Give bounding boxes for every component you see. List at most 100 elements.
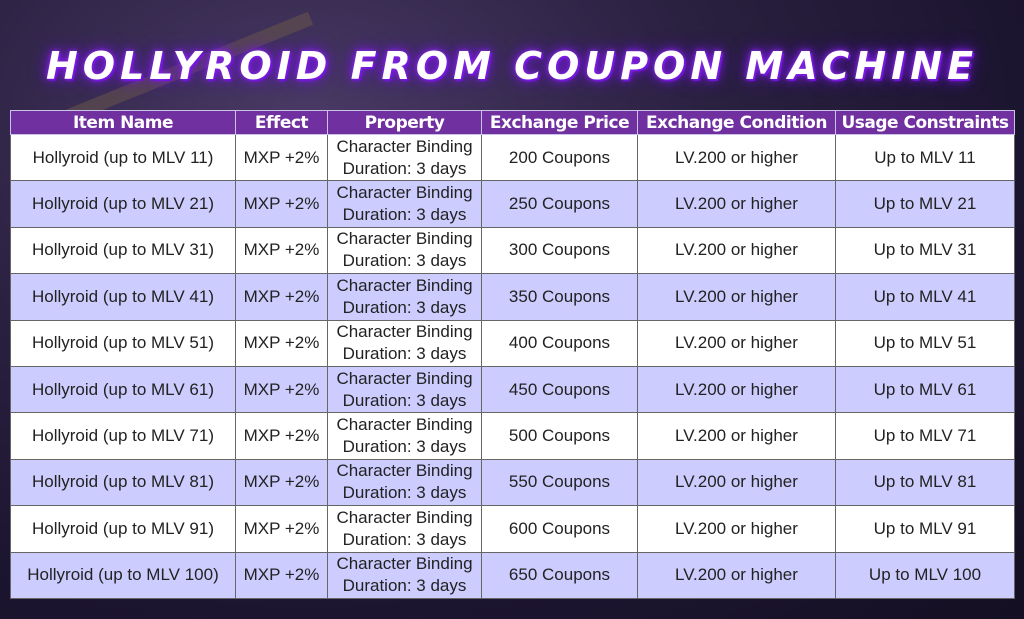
table-row: Hollyroid (up to MLV 41) MXP +2% Character… (10, 273, 1015, 321)
cell-exchange-price: 600 Coupons (481, 505, 638, 553)
cell-usage-constraints: Up to MLV 81 (835, 458, 1015, 507)
cell-effect: MXP +2% (235, 365, 328, 414)
cell-text: Hollyroid (up to MLV 21) (31, 194, 215, 214)
cell-text: LV.200 or higher (675, 565, 798, 585)
cell-text: MXP +2% (243, 286, 320, 306)
cell-property: Character Binding Duration: 3 days (327, 551, 482, 599)
cell-text: Hollyroid (up to MLV 41) (31, 286, 215, 306)
table-row: Hollyroid (up to MLV 51) MXP +2% Character… (10, 319, 1015, 367)
cell-text: 400 Coupons (508, 333, 611, 353)
cell-text: Up to MLV 81 (873, 472, 977, 492)
cell-text: Hollyroid (up to MLV 31) (31, 240, 215, 260)
binding-text: Character Binding (336, 415, 473, 435)
cell-usage-constraints: Up to MLV 41 (835, 273, 1015, 321)
column-header-usage-constraints: Usage Constraints (835, 110, 1015, 135)
cell-exchange-price: 450 Coupons (481, 365, 638, 414)
table-row: Hollyroid (up to MLV 71) MXP +2% Character… (10, 412, 1015, 460)
duration-text: Duration: 3 days (342, 158, 467, 178)
page-title: HOLLYROID FROM COUPON MACHINE (45, 44, 979, 88)
binding-text: Character Binding (336, 507, 473, 527)
cell-exchange-condition: LV.200 or higher (637, 319, 836, 367)
cell-item-name: Hollyroid (up to MLV 91) (10, 505, 236, 553)
cell-item-name: Hollyroid (up to MLV 21) (10, 180, 236, 228)
hollyroid-table: Item Name Effect Property Exchange Price Exc… (10, 110, 1015, 599)
cell-effect: MXP +2% (235, 133, 328, 182)
cell-effect: MXP +2% (235, 458, 328, 507)
duration-text: Duration: 3 days (342, 205, 467, 225)
cell-exchange-price: 350 Coupons (481, 273, 638, 321)
binding-text: Character Binding (336, 275, 473, 295)
cell-text: MXP +2% (243, 518, 320, 538)
cell-effect: MXP +2% (235, 412, 328, 460)
cell-text: LV.200 or higher (675, 286, 798, 306)
cell-text: Hollyroid (up to MLV 51) (31, 333, 215, 353)
cell-property: Character Binding Duration: 3 days (327, 458, 482, 507)
cell-usage-constraints: Up to MLV 51 (835, 319, 1015, 367)
cell-text: MXP +2% (243, 426, 320, 446)
cell-text: Up to MLV 71 (873, 426, 977, 446)
column-header-effect: Effect (235, 110, 328, 135)
cell-item-name: Hollyroid (up to MLV 71) (10, 412, 236, 460)
cell-usage-constraints: Up to MLV 71 (835, 412, 1015, 460)
cell-text: Hollyroid (up to MLV 91) (31, 518, 215, 538)
cell-text: LV.200 or higher (675, 240, 798, 260)
cell-item-name: Hollyroid (up to MLV 81) (10, 458, 236, 507)
cell-exchange-condition: LV.200 or higher (637, 551, 836, 599)
cell-exchange-price: 300 Coupons (481, 226, 638, 275)
cell-text: MXP +2% (243, 379, 320, 399)
cell-text: 500 Coupons (508, 426, 611, 446)
cell-exchange-price: 650 Coupons (481, 551, 638, 599)
cell-text: Hollyroid (up to MLV 100) (27, 565, 219, 585)
cell-property: Character Binding Duration: 3 days (327, 319, 482, 367)
cell-effect: MXP +2% (235, 505, 328, 553)
cell-exchange-condition: LV.200 or higher (637, 133, 836, 182)
cell-property: Character Binding Duration: 3 days (327, 226, 482, 275)
cell-text: LV.200 or higher (675, 472, 798, 492)
cell-text: Up to MLV 51 (873, 333, 977, 353)
cell-exchange-condition: LV.200 or higher (637, 226, 836, 275)
column-header-exchange-price: Exchange Price (481, 110, 638, 135)
cell-text: 600 Coupons (508, 518, 611, 538)
cell-text: Up to MLV 41 (873, 286, 977, 306)
cell-text: Up to MLV 21 (873, 194, 977, 214)
binding-text: Character Binding (336, 461, 473, 481)
table-row: Hollyroid (up to MLV 81) MXP +2% Character… (10, 458, 1015, 507)
cell-text: Up to MLV 100 (868, 565, 982, 585)
binding-text: Character Binding (336, 368, 473, 388)
cell-property: Character Binding Duration: 3 days (327, 133, 482, 182)
cell-text: LV.200 or higher (675, 333, 798, 353)
binding-text: Character Binding (336, 322, 473, 342)
cell-effect: MXP +2% (235, 226, 328, 275)
cell-text: LV.200 or higher (675, 379, 798, 399)
cell-exchange-price: 400 Coupons (481, 319, 638, 367)
cell-exchange-price: 550 Coupons (481, 458, 638, 507)
cell-exchange-condition: LV.200 or higher (637, 180, 836, 228)
cell-text: Hollyroid (up to MLV 61) (31, 379, 215, 399)
duration-text: Duration: 3 days (342, 297, 467, 317)
cell-text: LV.200 or higher (675, 426, 798, 446)
table-row: Hollyroid (up to MLV 100) MXP +2% Characte… (10, 551, 1015, 599)
cell-text: Up to MLV 31 (873, 240, 977, 260)
cell-effect: MXP +2% (235, 319, 328, 367)
cell-usage-constraints: Up to MLV 11 (835, 133, 1015, 182)
cell-text: LV.200 or higher (675, 194, 798, 214)
cell-text: Hollyroid (up to MLV 71) (31, 426, 215, 446)
cell-item-name: Hollyroid (up to MLV 11) (10, 133, 236, 182)
cell-exchange-condition: LV.200 or higher (637, 458, 836, 507)
cell-text: 300 Coupons (508, 240, 611, 260)
binding-text: Character Binding (336, 136, 473, 156)
cell-exchange-price: 250 Coupons (481, 180, 638, 228)
cell-text: Hollyroid (up to MLV 11) (32, 147, 214, 167)
cell-text: Hollyroid (up to MLV 81) (31, 472, 215, 492)
duration-text: Duration: 3 days (342, 251, 467, 271)
cell-usage-constraints: Up to MLV 31 (835, 226, 1015, 275)
cell-text: 350 Coupons (508, 286, 611, 306)
cell-effect: MXP +2% (235, 551, 328, 599)
cell-text: Up to MLV 11 (874, 147, 976, 167)
table-row: Hollyroid (up to MLV 61) MXP +2% Character… (10, 365, 1015, 414)
cell-exchange-condition: LV.200 or higher (637, 412, 836, 460)
duration-text: Duration: 3 days (342, 437, 467, 457)
duration-text: Duration: 3 days (342, 390, 467, 410)
cell-exchange-condition: LV.200 or higher (637, 365, 836, 414)
duration-text: Duration: 3 days (342, 483, 467, 503)
